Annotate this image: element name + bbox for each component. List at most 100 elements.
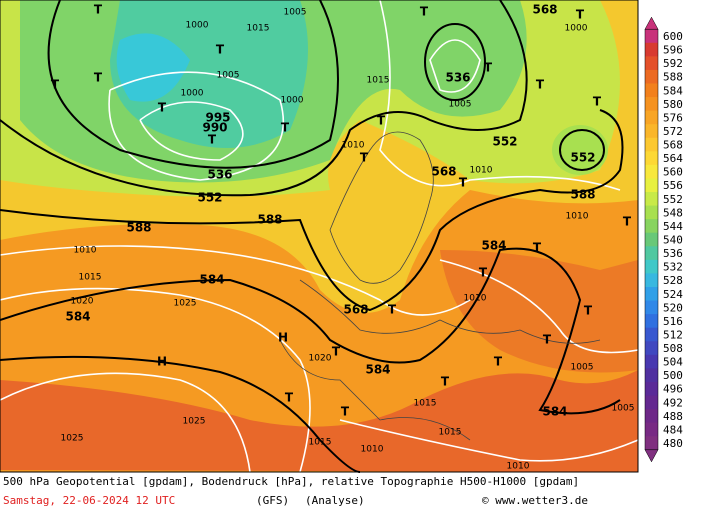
colorbar-swatch <box>645 314 658 329</box>
colorbar-swatch <box>645 273 658 288</box>
colorbar-label: 584 <box>663 84 683 97</box>
colorbar-label: 508 <box>663 342 683 355</box>
map-label: 584 <box>542 405 567 419</box>
map-label: T <box>94 71 103 85</box>
map-label: 1010 <box>74 246 97 256</box>
colorbar-label: 592 <box>663 57 683 70</box>
colorbar-label: 588 <box>663 71 683 84</box>
map-label: 568 <box>431 165 456 179</box>
map-label: T <box>388 303 397 317</box>
colorbar-label: 512 <box>663 328 683 341</box>
colorbar-swatch <box>645 327 658 342</box>
map-label: T <box>420 5 429 19</box>
caption: 500 hPa Geopotential [gpdam], Bodendruck… <box>3 475 579 488</box>
colorbar-swatch <box>645 436 658 451</box>
coastline <box>329 131 434 284</box>
map-label: 1015 <box>367 76 390 86</box>
map-label: T <box>494 355 503 369</box>
height-line <box>47 0 339 169</box>
colorbar-label: 532 <box>663 261 683 274</box>
map-label: 584 <box>365 363 390 377</box>
map-label: T <box>332 345 341 359</box>
map-label: T <box>360 151 369 165</box>
map-label: 1015 <box>309 438 332 448</box>
colorbar-swatch <box>645 97 658 112</box>
map-label: 1015 <box>247 24 270 34</box>
colorbar-swatch <box>645 422 658 437</box>
map-label: 552 <box>570 151 595 165</box>
height-line <box>424 23 486 101</box>
map-label: H <box>278 331 288 345</box>
isobar <box>0 372 251 473</box>
colorbar-swatch <box>645 219 658 234</box>
map-label: 1005 <box>284 8 307 18</box>
colorbar-swatch <box>645 246 658 261</box>
map-label: T <box>208 133 217 147</box>
height-line <box>0 0 528 197</box>
colorbar-swatch <box>645 137 658 152</box>
colorbar-swatch <box>645 151 658 166</box>
colorbar-label: 500 <box>663 369 683 382</box>
isobars <box>0 0 639 473</box>
height-line <box>0 247 621 415</box>
colorbar-frame <box>644 28 659 451</box>
zone-red <box>0 370 638 472</box>
colorbar-swatch <box>645 29 658 44</box>
map-label: T <box>377 114 386 128</box>
isobar <box>379 0 621 191</box>
map-label: 1025 <box>61 434 84 444</box>
colorbar-swatch <box>645 69 658 84</box>
coastline <box>299 279 601 344</box>
colorbar-label: 556 <box>663 179 683 192</box>
map-label: 1010 <box>507 462 530 472</box>
colorbar-label: 484 <box>663 423 683 436</box>
map-label: 588 <box>126 221 151 235</box>
colorbar-swatch <box>645 395 658 410</box>
colorbar-swatch <box>645 381 658 397</box>
map-label: 536 <box>207 168 232 182</box>
colorbar-label: 580 <box>663 98 683 111</box>
map-label: 990 <box>202 121 227 135</box>
map-label: T <box>576 8 585 22</box>
colorbar-label: 568 <box>663 139 683 152</box>
colorbar-swatch <box>645 232 658 247</box>
map-label: 536 <box>445 71 470 85</box>
map-label: 588 <box>257 213 282 227</box>
map-label: 584 <box>199 273 224 287</box>
map-label: 1015 <box>79 273 102 283</box>
map-label: 1020 <box>309 354 332 364</box>
zone-cyan <box>116 33 190 102</box>
map-label: T <box>281 121 290 135</box>
geopotential-lines <box>0 0 624 473</box>
colorbar-swatch <box>645 300 658 315</box>
map-label: 1010 <box>566 212 589 222</box>
map-label: 1000 <box>181 89 204 99</box>
map-label: 568 <box>343 303 368 317</box>
map-label: T <box>285 391 294 405</box>
height-line <box>559 129 605 171</box>
colorbar-swatch <box>645 286 658 302</box>
map-label: T <box>533 241 542 255</box>
map-label: 552 <box>492 135 517 149</box>
map-label: 1000 <box>565 24 588 34</box>
colorbar-swatch <box>645 124 658 139</box>
map-label: 1015 <box>414 399 437 409</box>
colorbar-swatch <box>645 178 658 193</box>
map-label: T <box>441 375 450 389</box>
date: Samstag, 22-06-2024 12 UTC <box>3 494 175 507</box>
map-label: 552 <box>197 191 222 205</box>
map-label: 1010 <box>464 294 487 304</box>
map-label: T <box>158 101 167 115</box>
map-label: 1005 <box>571 363 594 373</box>
colorbar-label: 536 <box>663 247 683 260</box>
colorbar-label: 524 <box>663 288 683 301</box>
map-label: 584 <box>481 239 506 253</box>
map-label: 1005 <box>612 404 635 414</box>
colorbar-label: 540 <box>663 234 683 247</box>
map-label: 1010 <box>470 166 493 176</box>
map-label: 1005 <box>217 71 240 81</box>
map-label: 995 <box>205 111 230 125</box>
colorbar-swatch <box>645 110 658 125</box>
